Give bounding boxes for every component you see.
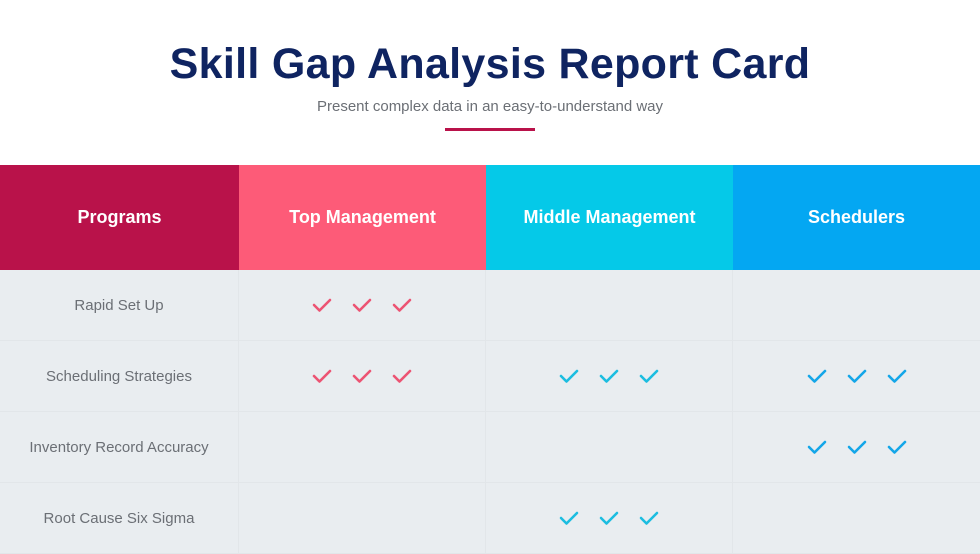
report-card-table: Programs Top Management Middle Managemen… xyxy=(0,165,980,554)
rating-cell xyxy=(486,483,733,554)
rating-cell xyxy=(733,270,980,341)
rating-cell xyxy=(239,412,486,483)
rating-cell xyxy=(486,341,733,412)
page-title: Skill Gap Analysis Report Card xyxy=(169,40,811,88)
check-icon xyxy=(877,368,917,384)
page-subtitle: Present complex data in an easy-to-under… xyxy=(316,98,664,115)
rating-cell xyxy=(239,341,486,412)
program-label: Inventory Record Accuracy xyxy=(29,438,209,456)
check-icon xyxy=(589,368,629,384)
check-icon xyxy=(589,510,629,526)
table-row: Inventory Record Accuracy xyxy=(0,412,980,483)
header-row: Programs Top Management Middle Managemen… xyxy=(0,165,980,270)
check-icon xyxy=(302,297,342,313)
program-cell: Inventory Record Accuracy xyxy=(0,412,239,483)
check-icon xyxy=(629,368,669,384)
title-divider xyxy=(445,128,535,131)
check-icon xyxy=(797,439,837,455)
program-label: Scheduling Strategies xyxy=(46,367,192,385)
check-icon xyxy=(549,368,589,384)
rating-cell xyxy=(239,483,486,554)
check-icon xyxy=(797,368,837,384)
header-middle-management: Middle Management xyxy=(486,165,733,270)
header-top-management: Top Management xyxy=(239,165,486,270)
check-icon xyxy=(342,368,382,384)
rating-cell xyxy=(486,270,733,341)
rating-cell xyxy=(239,270,486,341)
program-label: Root Cause Six Sigma xyxy=(43,509,195,527)
check-icon xyxy=(837,368,877,384)
check-icon xyxy=(302,368,342,384)
check-icon xyxy=(549,510,589,526)
table-row: Root Cause Six Sigma xyxy=(0,483,980,554)
table-row: Scheduling Strategies xyxy=(0,341,980,412)
check-icon xyxy=(382,368,422,384)
header-programs: Programs xyxy=(0,165,239,270)
rating-cell xyxy=(486,412,733,483)
program-cell: Rapid Set Up xyxy=(0,270,239,341)
rating-cell xyxy=(733,483,980,554)
check-icon xyxy=(342,297,382,313)
rating-cell xyxy=(733,412,980,483)
check-icon xyxy=(629,510,669,526)
header-schedulers: Schedulers xyxy=(733,165,980,270)
table-row: Rapid Set Up xyxy=(0,270,980,341)
program-cell: Scheduling Strategies xyxy=(0,341,239,412)
program-label: Rapid Set Up xyxy=(74,296,164,314)
check-icon xyxy=(382,297,422,313)
program-cell: Root Cause Six Sigma xyxy=(0,483,239,554)
check-icon xyxy=(877,439,917,455)
rating-cell xyxy=(733,341,980,412)
check-icon xyxy=(837,439,877,455)
